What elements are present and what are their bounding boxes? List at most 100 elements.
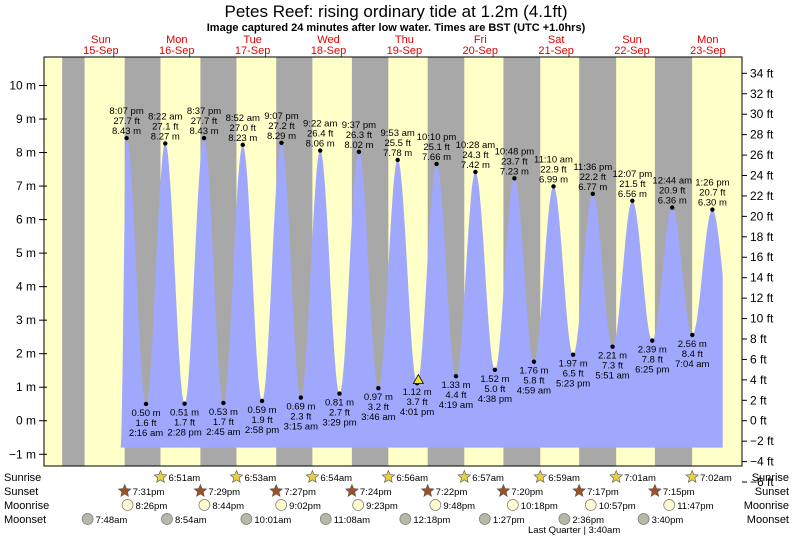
high-tide-ft: 27.7 ft [191, 116, 218, 127]
low-tide-m: 1.97 m [559, 359, 588, 370]
low-tide-m: 2.21 m [598, 351, 627, 362]
current-tide-marker [412, 373, 425, 384]
moonrise-icon [506, 499, 519, 511]
y-tick-label-ft: −4 ft [750, 455, 774, 469]
moonrise-icon [275, 499, 288, 511]
y-tick-label-m: 2 m [16, 347, 36, 361]
row-label-left-sunset: Sunset [4, 486, 38, 498]
low-tide-m: 1.52 m [480, 374, 509, 385]
high-tide-time: 8:52 am [226, 113, 260, 124]
low-tide-dot [453, 373, 459, 379]
y-tick-label-ft: 22 ft [750, 189, 774, 203]
y-tick-label-m: 5 m [16, 246, 36, 260]
moonrise-time: 8:26pm [136, 501, 168, 512]
high-tide-ft: 25.5 ft [384, 138, 411, 149]
high-tide-ft: 22.2 ft [580, 172, 607, 183]
sunrise-icon [153, 469, 168, 483]
high-tide-ft: 20.7 ft [699, 188, 726, 199]
sunset-icon [572, 483, 587, 497]
y-tick-label-ft: 0 ft [750, 414, 767, 428]
sunset-icon [647, 483, 662, 497]
day-name: Mon [166, 34, 187, 46]
high-tide-m: 6.77 m [578, 182, 607, 193]
high-tide-dot [279, 140, 284, 146]
high-tide-ft: 23.7 ft [501, 156, 528, 167]
moonrise-time: 10:18pm [521, 501, 558, 512]
row-label-left-sunrise: Sunrise [4, 472, 41, 484]
moonrise-time: 9:02pm [289, 501, 321, 512]
low-tide-dot [298, 395, 304, 400]
moonrise-time: 11:47pm [677, 501, 713, 512]
moonset-icon [558, 513, 571, 525]
sunset-time: 7:17pm [587, 487, 619, 498]
day-labels: Sun15-SepMon16-SepTue17-SepWed18-SepThu1… [83, 34, 725, 57]
moonrise-time: 9:48pm [443, 501, 475, 512]
moonrise-time: 8:44pm [212, 501, 244, 512]
y-tick-label-ft: 12 ft [750, 291, 774, 305]
y-tick-label-ft: −6 ft [750, 475, 774, 489]
low-tide-dot [221, 400, 226, 406]
moonset-time: 3:40pm [652, 515, 684, 526]
y-tick-label-ft: 34 ft [750, 66, 774, 80]
sunrise-time: 6:53am [244, 473, 276, 484]
y-tick-label-ft: 30 ft [750, 107, 774, 121]
axes: 10 m 9 m 8 m 7 m 6 m 5 m 4 m 3 m 2 m 1 m 0 m −1 m 34… [9, 56, 774, 489]
high-tide-m: 8.02 m [344, 140, 373, 151]
low-tide-ft: 1.7 ft [174, 418, 195, 429]
high-tide-dot [240, 142, 245, 148]
chart-subtitle: Image captured 24 minutes after low wate… [207, 22, 586, 34]
day-date: 21-Sep [538, 45, 573, 57]
high-tide-dot [124, 135, 129, 141]
sunset-time: 7:31pm [133, 487, 165, 498]
high-tide-m: 8.43 m [189, 126, 218, 137]
low-tide-ft: 3.2 ft [368, 402, 389, 413]
high-tide-dot [670, 205, 675, 210]
high-tide-dot [356, 149, 362, 155]
high-tide-m: 7.78 m [383, 148, 412, 159]
sunset-time: 7:24pm [360, 487, 392, 498]
high-tide-time: 9:37 pm [342, 120, 376, 131]
high-tide-time: 1:26 pm [695, 178, 729, 189]
moonset-time: 7:48am [96, 515, 128, 526]
moonrise-icon [663, 499, 676, 511]
high-tide-m: 7.66 m [422, 152, 451, 163]
moonset-icon [399, 513, 412, 525]
moonset-icon [319, 513, 332, 525]
low-tide-dot [610, 344, 615, 349]
low-tide-dot [143, 401, 149, 407]
high-tide-m: 8.23 m [228, 133, 257, 144]
high-tide-m: 8.43 m [112, 126, 141, 137]
low-tide-time: 2:28 pm [167, 428, 201, 439]
moonrise-time: 9:23pm [366, 501, 398, 512]
y-tick-label-m: 4 m [16, 280, 36, 294]
moonset-icon [81, 513, 94, 525]
sunset-icon [344, 483, 359, 497]
high-tide-dot [434, 161, 439, 167]
low-tide-dot [690, 332, 695, 338]
low-tide-ft: 1.6 ft [135, 418, 156, 429]
row-label-left-moonrise: Moonrise [4, 500, 49, 512]
low-tide-ft: 2.3 ft [290, 412, 311, 423]
low-tide-time: 3:46 am [361, 412, 395, 423]
y-tick-label-ft: −2 ft [750, 434, 774, 448]
day-name: Thu [395, 34, 414, 46]
sunrise-icon [685, 469, 700, 483]
day-date: 20-Sep [463, 45, 498, 57]
high-tide-time: 9:07 pm [264, 111, 298, 122]
y-tick-label-m: 10 m [9, 78, 36, 92]
sunset-icon [117, 483, 132, 497]
day-date: 23-Sep [690, 45, 725, 57]
low-tide-time: 5:51 am [595, 371, 629, 382]
sunrise-time: 6:51am [168, 473, 200, 484]
high-tide-m: 8.27 m [151, 131, 180, 142]
moonset-time: 8:54am [175, 515, 207, 526]
high-tide-time: 8:37 pm [187, 106, 221, 117]
tide-series [120, 138, 723, 448]
high-tide-dot [317, 148, 323, 153]
day-name: Tue [243, 34, 262, 46]
sunset-icon [496, 483, 511, 497]
y-tick-label-m: 9 m [16, 112, 36, 126]
sunrise-time: 6:56am [396, 473, 428, 484]
low-tide-m: 2.39 m [638, 345, 667, 356]
y-tick-label-m: −1 m [9, 447, 36, 461]
